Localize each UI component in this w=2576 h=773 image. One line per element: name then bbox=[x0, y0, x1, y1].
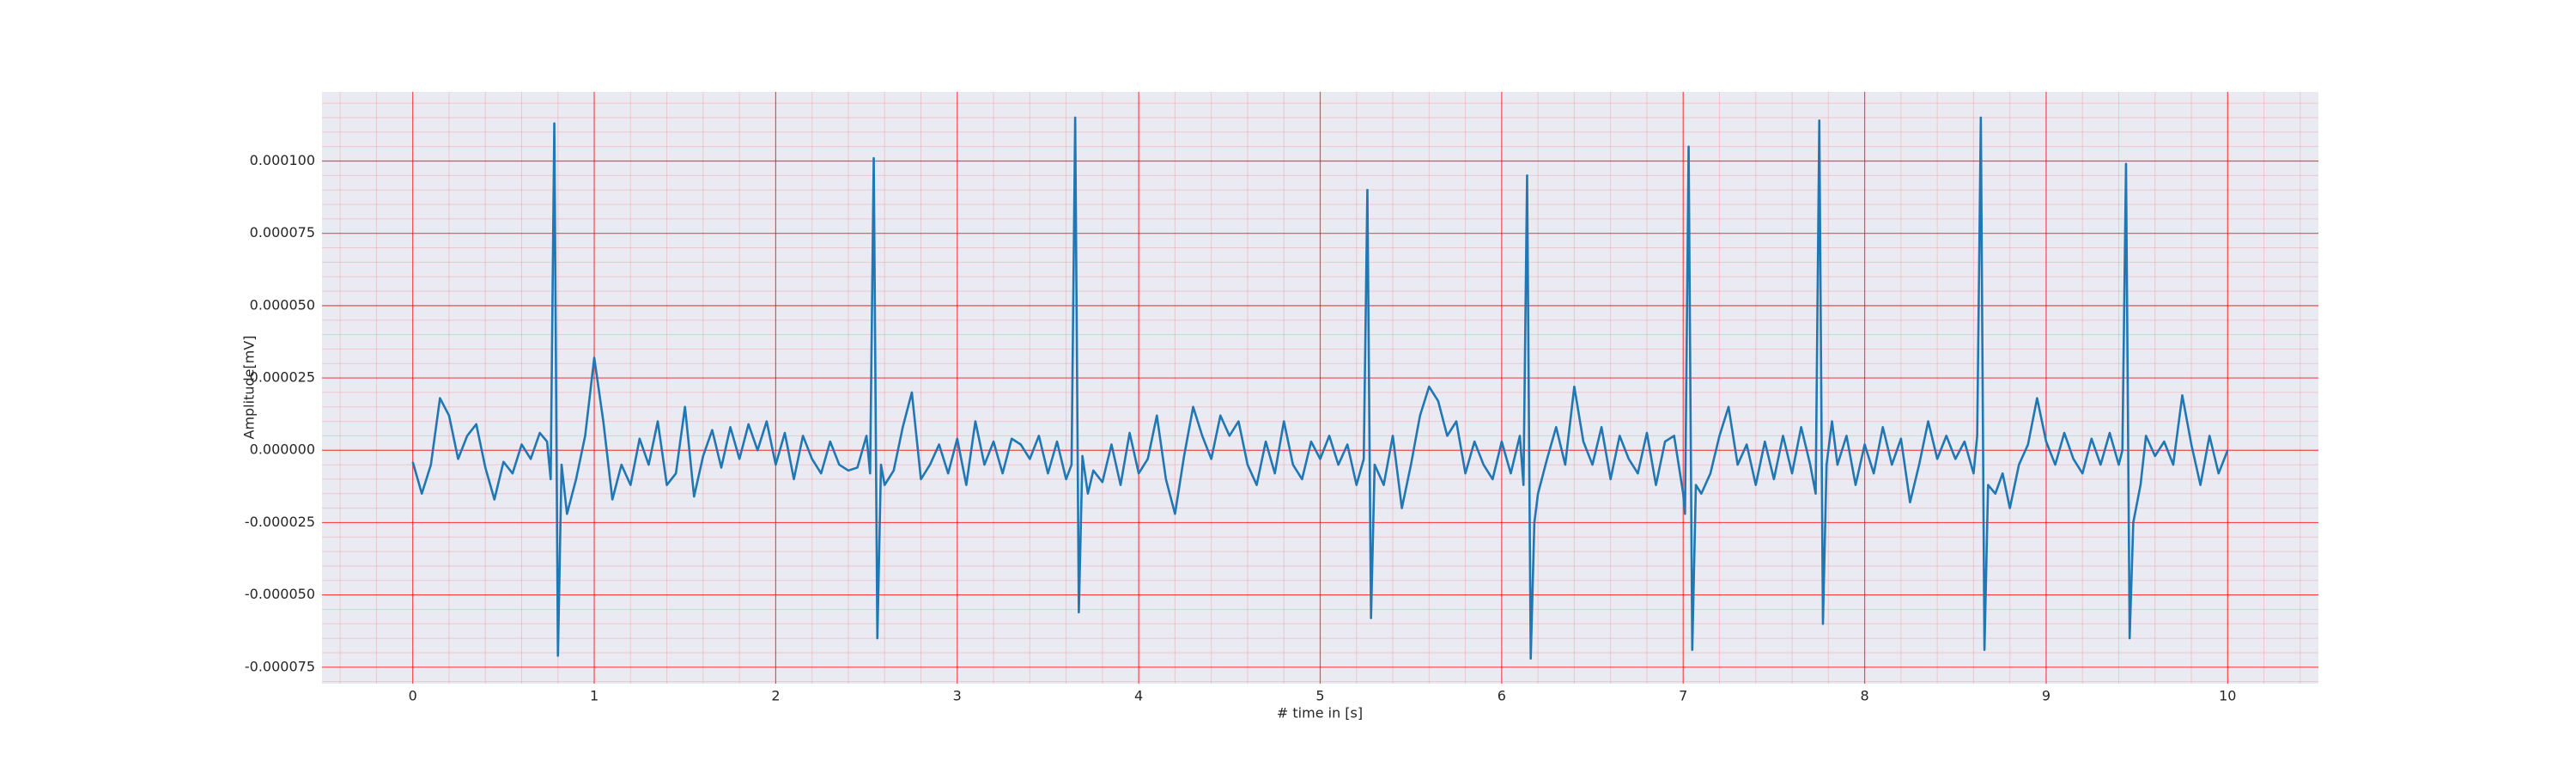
y-tick-label: 0.000100 bbox=[250, 152, 315, 168]
line-series bbox=[411, 116, 2229, 660]
x-tick-label: 5 bbox=[1315, 688, 1324, 704]
y-tick-label: 0.000075 bbox=[250, 224, 315, 240]
x-tick-label: 9 bbox=[2042, 688, 2050, 704]
y-tick-label: 0.000025 bbox=[250, 369, 315, 386]
x-tick-label: 8 bbox=[1860, 688, 1868, 704]
y-tick-label: 0.000000 bbox=[250, 441, 315, 458]
x-tick-label: 3 bbox=[953, 688, 962, 704]
y-tick-label: -0.000075 bbox=[245, 658, 315, 674]
y-tick-label: 0.000050 bbox=[250, 296, 315, 313]
x-tick-label: 6 bbox=[1498, 688, 1506, 704]
y-tick-label: -0.000050 bbox=[245, 586, 315, 602]
x-tick-label: 2 bbox=[771, 688, 780, 704]
x-axis-label: # time in [s] bbox=[1277, 705, 1363, 721]
x-tick-label: 0 bbox=[409, 688, 417, 704]
x-tick-label: 7 bbox=[1679, 688, 1687, 704]
x-tick-label: 1 bbox=[590, 688, 598, 704]
y-axis-label: Amplitude[mV] bbox=[241, 335, 258, 439]
y-tick-label: -0.000025 bbox=[245, 514, 315, 530]
x-tick-label: 4 bbox=[1134, 688, 1143, 704]
x-tick-label: 10 bbox=[2219, 688, 2236, 704]
